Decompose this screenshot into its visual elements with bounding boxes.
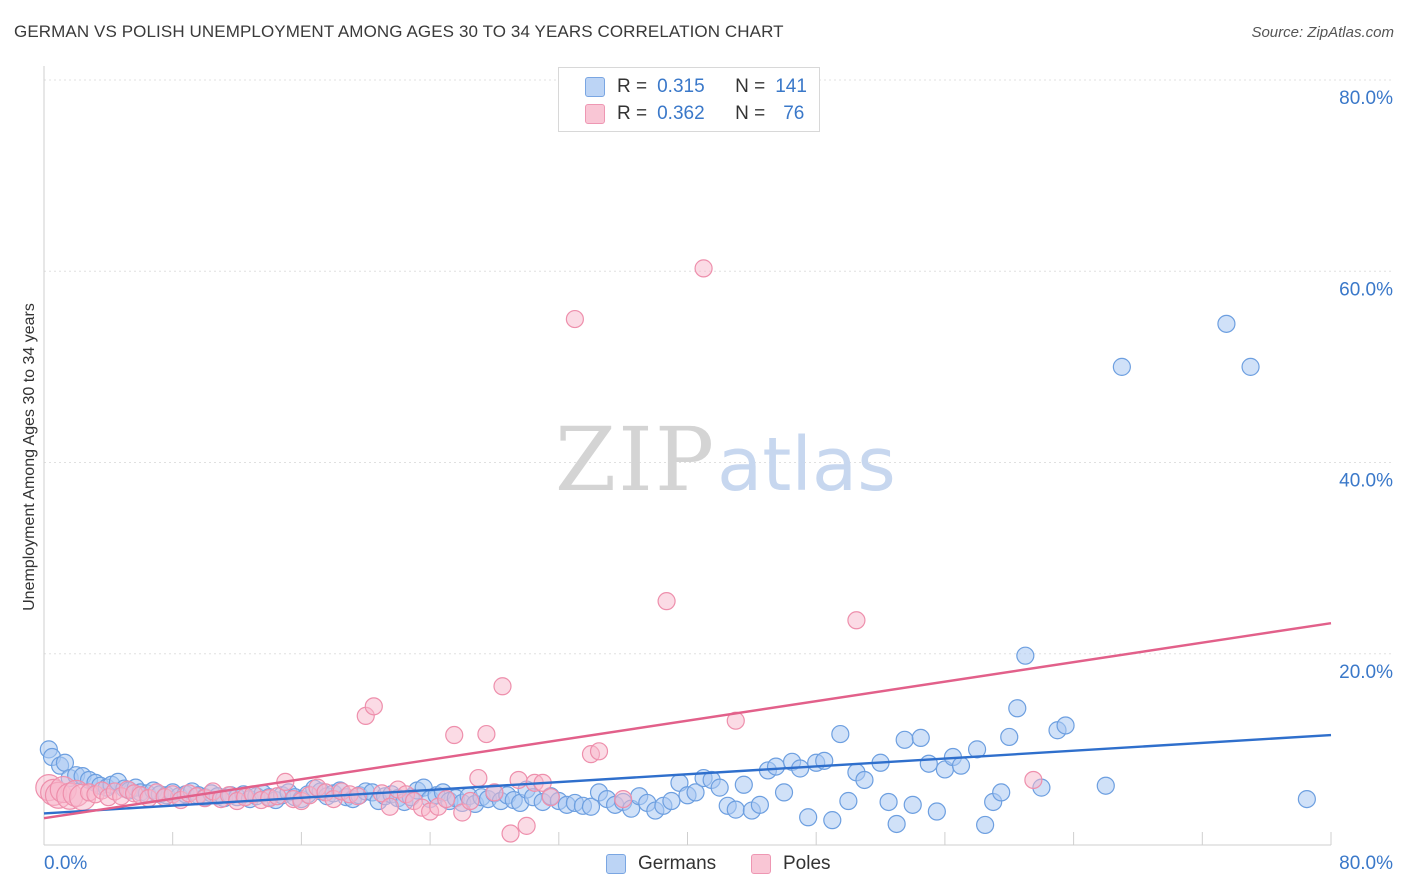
germans-point [662,791,681,811]
poles-point [493,677,512,696]
germans-point [1056,716,1075,735]
poles-trend-line [43,621,1332,820]
poles-point [380,797,399,816]
germans-point [1000,727,1019,747]
germans-point [911,728,930,748]
poles-point [589,742,609,761]
germans-point [823,811,842,830]
y-tick-label: 80.0% [1339,88,1393,109]
source-credit: Source: ZipAtlas.com [1251,24,1394,41]
legend-n-value: 141 [775,76,807,97]
germans-point [1241,357,1260,376]
legend-r-label: R = [617,103,648,124]
series-germans [39,314,1316,835]
x-tick-label: 0.0% [44,853,87,874]
germans-point [903,795,922,814]
legend-swatch-poles [585,104,605,124]
germans-trend-line [43,733,1332,815]
legend-n-label: N = [735,103,766,124]
germans-point [839,791,858,811]
poles-point [348,787,367,806]
chart-title: GERMAN VS POLISH UNEMPLOYMENT AMONG AGES… [14,22,784,41]
poles-point [477,724,496,744]
x-tick-label: 80.0% [1339,853,1393,874]
germans-point [726,800,745,819]
germans-point [1008,699,1027,718]
poles-point [485,783,504,802]
germans-point [750,795,769,814]
germans-point [1217,314,1236,333]
trend-lines [43,621,1332,820]
germans-point [927,802,946,821]
y-tick-label: 40.0% [1339,471,1393,492]
germans-point [992,783,1011,802]
watermark-zip: ZIP [555,408,716,511]
bottom-legend-germans: Germans [606,852,716,876]
poles-point [565,309,584,329]
legend-swatch-germans [585,77,605,97]
poles-point [445,725,464,745]
germans-point [1096,776,1115,795]
legend-r-label: R = [617,76,648,97]
poles-point [541,788,560,807]
poles-point [694,259,713,278]
germans-point [1297,789,1316,809]
germans-point [919,754,938,773]
legend-row-germans: R = 0.315 N = 141 [559,75,807,99]
poles-point [657,592,676,611]
poles-point [614,789,633,809]
germans-point [710,778,729,797]
germans-point [855,770,874,790]
grid-lines [44,79,1392,655]
germans-point [895,730,914,749]
poles-point [501,824,520,843]
germans-label: Germans [638,853,717,874]
poles-point [364,697,383,716]
bottom-legend-poles: Poles [751,852,831,876]
germans-point [766,757,786,776]
germans-point [686,783,705,802]
poles-swatch [751,854,771,874]
watermark: ZIP atlas [555,408,896,511]
germans-point [967,740,987,759]
legend-r-value: 0.315 [657,76,705,97]
axes [43,66,1332,846]
poles-point [461,791,480,811]
poles-point [1024,770,1043,790]
germans-point [831,724,850,744]
germans-point [799,808,818,827]
poles-point [437,789,456,809]
series-poles [35,259,1043,843]
legend-n-value: 76 [783,103,805,124]
germans-point [774,783,794,802]
germans-point [976,815,995,835]
germans-point [1016,646,1035,665]
correlation-legend: R = 0.315 N = 141 R = 0.362 N = 76 [558,67,820,132]
watermark-atlas: atlas [717,422,896,508]
legend-row-poles: R = 0.362 N = 76 [559,102,804,126]
tick-labels: 20.0% 40.0% 60.0% 80.0% 0.0% 80.0% [44,88,1393,874]
germans-point [1112,357,1131,376]
poles-point [847,611,866,630]
poles-point [469,768,488,788]
poles-label: Poles [783,853,831,874]
legend-n-label: N = [735,76,766,97]
legend-r-value: 0.362 [657,103,705,124]
germans-swatch [606,854,626,874]
y-axis-title: Unemployment Among Ages 30 to 34 years [21,303,38,611]
germans-point [734,775,753,794]
germans-point [581,797,601,816]
y-tick-label: 20.0% [1339,662,1393,683]
poles-point [517,816,536,835]
germans-point [879,792,898,812]
germans-point [887,814,906,834]
y-tick-label: 60.0% [1339,279,1393,300]
germans-point [951,756,971,775]
